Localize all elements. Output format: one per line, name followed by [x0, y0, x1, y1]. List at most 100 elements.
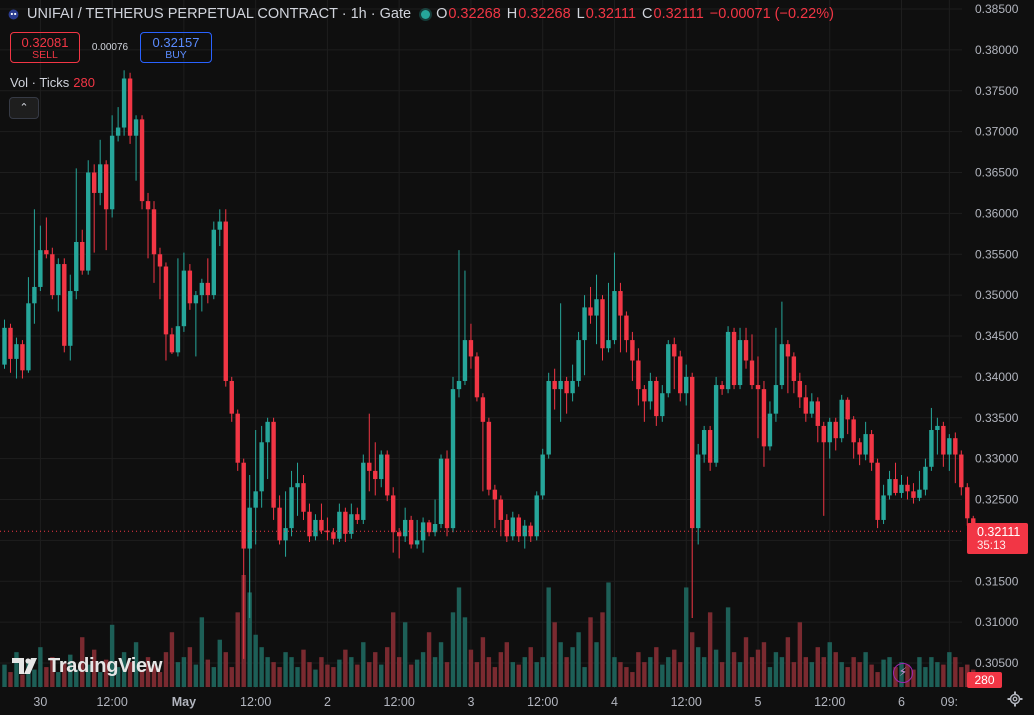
volume-bar — [92, 649, 97, 687]
volume-bar — [193, 664, 199, 687]
candle — [929, 407, 934, 471]
candle-body — [719, 385, 725, 390]
volume-bar — [576, 632, 581, 687]
volume-bar — [731, 652, 737, 687]
symbol-title[interactable]: UNIFAI / TETHERUS PERPETUAL CONTRACT · 1… — [27, 6, 412, 22]
candle-body — [767, 413, 773, 447]
candle — [648, 372, 653, 410]
candle-body — [223, 221, 228, 381]
candle-body — [181, 270, 187, 327]
candle-body — [151, 209, 157, 255]
volume-bar — [420, 652, 426, 687]
candle — [402, 507, 408, 543]
candle-body — [319, 519, 324, 531]
volume-bar — [187, 647, 193, 687]
candle — [773, 327, 779, 422]
candle — [86, 160, 91, 275]
volume-bar — [642, 662, 647, 687]
candle — [570, 364, 575, 402]
candle-body — [618, 291, 623, 316]
volume-bar — [749, 657, 755, 687]
candle-body — [624, 315, 629, 341]
price-axis[interactable]: 0.38500 0.38000 0.37500 0.37000 0.36500 0.360… — [975, 2, 1019, 670]
candle-body — [277, 507, 282, 541]
candle-body — [139, 119, 145, 202]
volume-bar — [839, 662, 844, 687]
chevron-up-icon[interactable]: ⌃ — [9, 97, 39, 119]
buy-button[interactable]: 0.32157 BUY — [140, 32, 212, 63]
volume-bar — [666, 657, 671, 687]
candle-body — [32, 286, 37, 304]
candle-body — [229, 380, 234, 414]
candle — [450, 376, 456, 533]
ohlc-open: O0.32268 — [436, 6, 501, 22]
volume-bar — [881, 659, 886, 687]
candle-body — [402, 519, 408, 537]
candle — [8, 323, 13, 373]
time-axis[interactable]: 30 12:00 May 12:00 2 12:00 3 12:00 4 12:00 5 12:00 6… — [33, 695, 958, 709]
candle-body — [97, 164, 103, 193]
buy-label: BUY — [165, 49, 187, 61]
candle-body — [8, 327, 13, 359]
gear-icon[interactable] — [1007, 691, 1023, 707]
candle-body — [606, 340, 611, 349]
candle — [349, 503, 354, 539]
candle — [444, 450, 450, 537]
candle — [456, 250, 462, 398]
candle — [791, 352, 797, 394]
candle-body — [558, 380, 563, 390]
candle-body — [56, 264, 61, 296]
volume-bar — [522, 657, 527, 687]
candle-body — [935, 425, 940, 431]
candle — [163, 262, 169, 361]
candle — [498, 495, 504, 537]
candle-body — [803, 397, 809, 414]
candle-body — [600, 299, 605, 349]
volume-bar — [86, 664, 91, 687]
candle-body — [408, 519, 414, 545]
y-tick-label: 0.32500 — [975, 493, 1019, 507]
volume-bar — [480, 637, 486, 687]
volume-bar — [181, 657, 187, 687]
volume-bar — [809, 662, 814, 687]
volume-bar — [564, 657, 569, 687]
volume-bar — [678, 662, 683, 687]
volume-bar — [223, 652, 228, 687]
candle — [576, 331, 581, 387]
candle — [474, 352, 480, 402]
volume-bar — [923, 667, 928, 687]
candle — [92, 164, 97, 253]
volume-bar — [247, 592, 252, 687]
y-tick-label: 0.33000 — [975, 452, 1019, 466]
volume-bar — [959, 667, 964, 687]
volume-bar — [636, 652, 641, 687]
volume-bar — [845, 667, 850, 687]
candle-body — [307, 511, 312, 537]
candle — [199, 278, 205, 312]
y-tick-label: 0.35000 — [975, 288, 1019, 302]
candle-body — [809, 401, 814, 414]
candle — [803, 385, 809, 422]
candle-body — [103, 164, 109, 210]
volume-bar — [797, 622, 803, 687]
x-tick-label: 12:00 — [671, 695, 702, 709]
volume-bar — [235, 612, 240, 687]
candle — [636, 348, 641, 406]
tradingview-logo[interactable]: TradingView — [12, 655, 162, 678]
lightning-icon[interactable]: ⚡ — [893, 663, 913, 683]
volume-bar — [486, 657, 492, 687]
volume-bar — [558, 642, 563, 687]
volume-bar — [863, 652, 868, 687]
candle-body — [205, 282, 211, 296]
volume-legend[interactable]: Vol · Ticks 280 — [10, 75, 95, 90]
x-tick-label: 12:00 — [527, 695, 558, 709]
chart-header: UNIFAI / TETHERUS PERPETUAL CONTRACT · 1… — [8, 6, 834, 22]
volume-bar — [875, 672, 880, 687]
candle — [887, 470, 892, 500]
volume-bar — [175, 662, 181, 687]
sell-button[interactable]: 0.32081 SELL — [10, 32, 80, 63]
y-tick-label: 0.30500 — [975, 656, 1019, 670]
candle — [935, 417, 940, 455]
candle — [80, 229, 85, 275]
